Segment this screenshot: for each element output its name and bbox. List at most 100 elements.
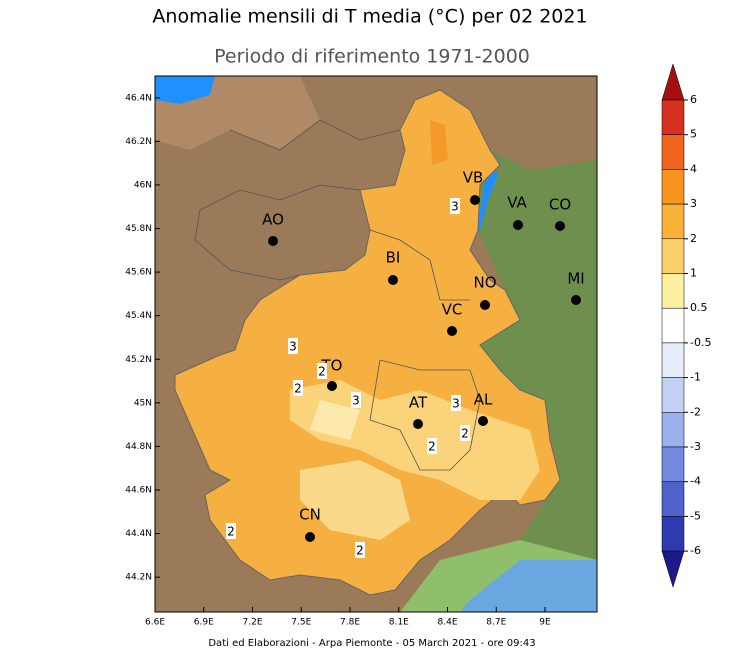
city-dot	[327, 381, 337, 391]
lon-tick-label: 6.6E	[145, 618, 165, 628]
subtitle: Periodo di riferimento 1971-2000	[214, 46, 530, 68]
contour-label: 2	[461, 427, 469, 441]
anomaly-zone	[300, 460, 410, 540]
contour-label-box	[226, 523, 236, 539]
lake	[155, 76, 215, 104]
city-label: CO	[549, 196, 571, 214]
borders	[194, 119, 481, 471]
footer: Dati ed Elaborazioni - Arpa Piemonte - 0…	[208, 638, 535, 649]
colorbar-swatch	[661, 203, 685, 240]
city-dot	[447, 326, 457, 336]
border	[369, 359, 481, 471]
lat-tick-label: 46.2N	[125, 137, 152, 147]
city-label: VB	[463, 169, 484, 187]
colorbar-label: -2	[690, 405, 701, 418]
border	[369, 229, 470, 301]
anomaly-zone	[310, 400, 360, 440]
contour-label-box	[355, 542, 365, 558]
contour-label: 3	[451, 200, 459, 214]
city-label: VA	[507, 194, 527, 212]
sea	[460, 560, 597, 612]
city-dot	[305, 532, 315, 542]
anomaly-zone	[430, 120, 448, 165]
colorbar-swatch	[661, 446, 685, 482]
title: Anomalie mensili di T media (°C) per 02 …	[152, 6, 587, 28]
city-label: CN	[299, 506, 321, 524]
contour-label: 3	[289, 340, 297, 354]
lon-tick-label: 8.4E	[438, 618, 458, 628]
colorbar-swatch	[661, 412, 685, 448]
colorbar-label: -4	[690, 475, 701, 488]
colorbar-label: -0.5	[690, 336, 711, 349]
city-label: AL	[474, 391, 493, 409]
colorbar-label: -6	[690, 544, 701, 557]
colorbar-swatch	[661, 342, 685, 378]
frame	[154, 75, 598, 613]
city-dot	[413, 419, 423, 429]
border	[229, 119, 401, 151]
contour-label-box	[317, 363, 327, 379]
colorbar-swatch	[661, 516, 685, 552]
colorbar-label: 3	[690, 197, 697, 210]
colorbar-label: -5	[690, 509, 701, 522]
contour-label: 2	[318, 365, 326, 379]
city-dot	[478, 416, 488, 426]
city-dot	[470, 195, 480, 205]
lat-tick-label: 45.2N	[125, 355, 152, 365]
lat-tick-label: 44.4N	[125, 529, 152, 539]
lat-tick-label: 45.6N	[125, 268, 152, 278]
colorbar-swatch	[661, 134, 685, 170]
lat-tick-label: 46.4N	[125, 93, 152, 103]
lat-tick-label: 44.8N	[125, 442, 152, 452]
colorbar-swatch	[661, 169, 685, 205]
colorbar-cap	[661, 550, 685, 588]
colorbar-label: 6	[690, 93, 697, 106]
lon-tick-label: 7.8E	[340, 618, 360, 628]
lat-tick-label: 44.2N	[125, 573, 152, 583]
colorbar-label: 1	[690, 267, 697, 280]
city-dot	[388, 275, 398, 285]
map-area	[155, 76, 597, 612]
colorbar-label: 4	[690, 162, 697, 175]
city-label: VC	[442, 301, 463, 319]
contour-label-box	[460, 425, 470, 441]
colorbar-swatch	[661, 273, 685, 309]
contour-label: 2	[356, 544, 364, 558]
contour-label-box	[450, 198, 460, 214]
colorbar-cap	[661, 63, 685, 101]
contour-label-box	[293, 380, 303, 396]
lon-tick-label: 8.1E	[389, 618, 409, 628]
contour-label-box	[427, 438, 437, 454]
lowland	[478, 150, 597, 612]
city-label: MI	[567, 270, 584, 288]
city-label: NO	[473, 274, 496, 292]
colorbar-swatch	[661, 99, 685, 135]
contour-label-box	[351, 392, 361, 408]
lake	[474, 160, 498, 236]
contour-label: 2	[294, 382, 302, 396]
city-dot	[480, 300, 490, 310]
colorbar-label: -3	[690, 440, 701, 453]
colorbar-label: -1	[690, 371, 701, 384]
contour-label: 2	[227, 525, 235, 539]
border	[194, 184, 361, 281]
city-dot	[571, 295, 581, 305]
contour-label: 3	[352, 394, 360, 408]
colorbar-label: 2	[690, 232, 697, 245]
city-label: AO	[262, 211, 284, 229]
city-dot	[268, 236, 278, 246]
lon-tick-label: 8.7E	[486, 618, 506, 628]
city-dot	[555, 221, 565, 231]
colorbar-swatch	[661, 481, 685, 517]
contour-label-box	[288, 338, 298, 354]
colorbar-label: 5	[690, 128, 697, 141]
lon-tick-label: 9E	[539, 618, 551, 628]
lat-tick-label: 45.4N	[125, 311, 152, 321]
colorbar-swatch	[661, 377, 685, 413]
lon-tick-label: 6.9E	[194, 618, 214, 628]
city-label: BI	[386, 249, 401, 267]
lon-tick-label: 7.2E	[243, 618, 263, 628]
lat-tick-label: 45N	[134, 398, 152, 408]
lat-tick-label: 44.6N	[125, 485, 152, 495]
